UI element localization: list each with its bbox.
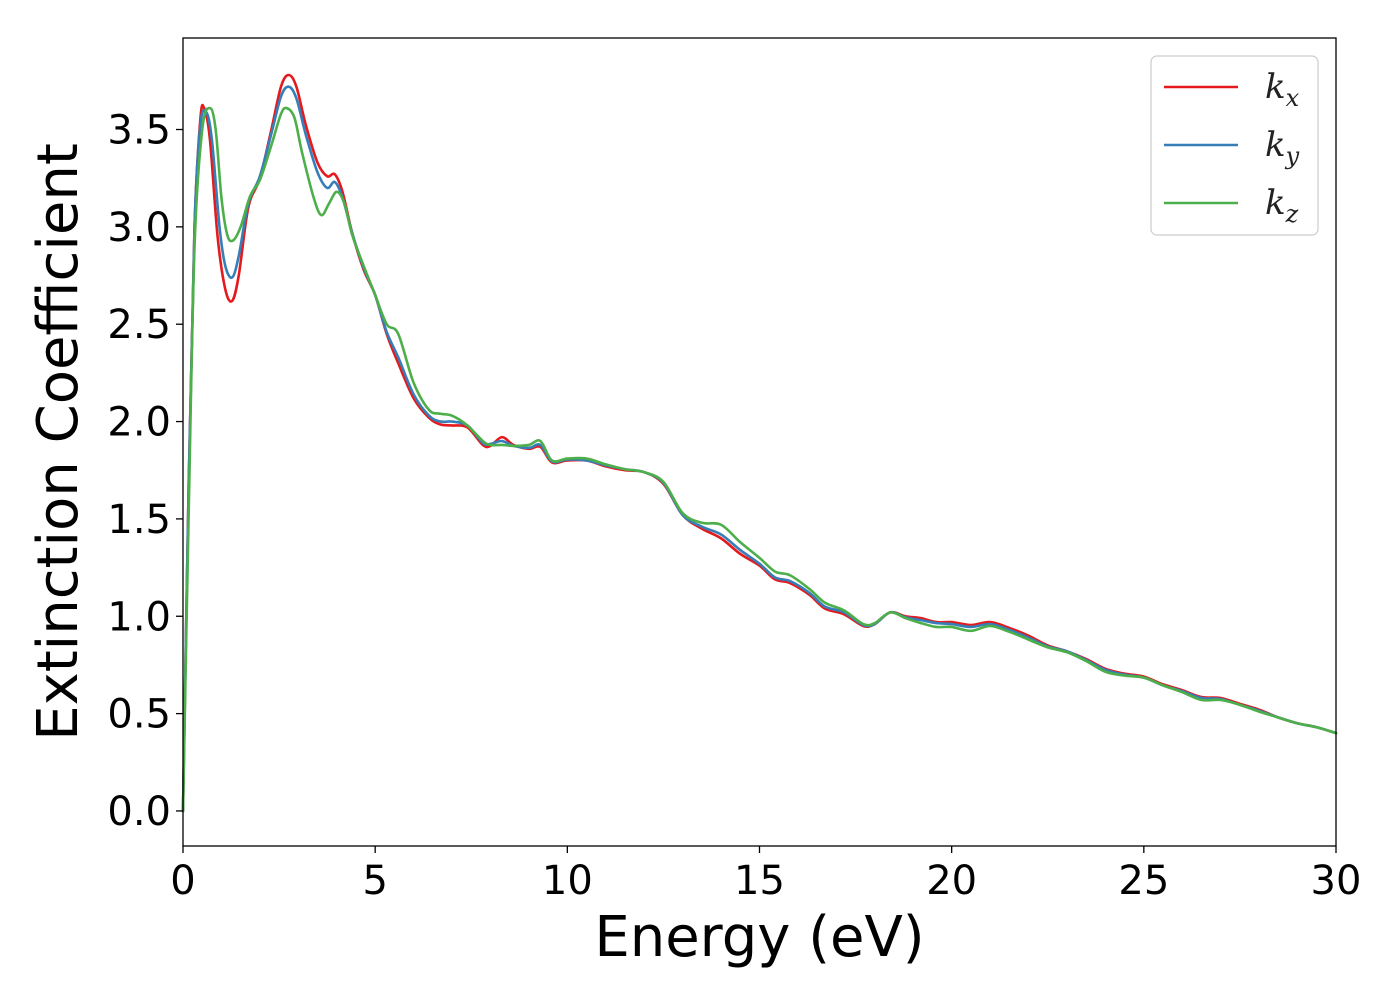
y-tick-label: 1.5: [107, 497, 171, 543]
x-tick-label: 20: [926, 858, 977, 904]
series-line-z: [181, 106, 1338, 813]
x-tick-label: 10: [542, 858, 593, 904]
y-tick-label: 3.0: [107, 205, 171, 251]
x-axis-title: Energy (eV): [594, 905, 924, 970]
y-tick-label: 2.5: [107, 302, 171, 348]
y-tick-label: 1.0: [107, 594, 171, 640]
x-axis-ticks: 0 5 10 15 20 25 30: [170, 846, 1361, 904]
y-tick-label: 0.0: [107, 789, 171, 835]
y-axis-ticks: 0.0 0.5 1.0 1.5 2.0 2.5 3.0 3.5: [107, 108, 183, 835]
legend-entries: kx ky kz: [1164, 67, 1300, 228]
x-tick-label: 0: [170, 858, 195, 904]
x-tick-label: 25: [1118, 858, 1169, 904]
x-tick-label: 5: [362, 858, 387, 904]
y-tick-label: 2.0: [107, 400, 171, 446]
y-axis-title: Extinction Coefficient: [26, 143, 91, 741]
legend-label-x: kx: [1265, 67, 1300, 112]
legend-label-y: ky: [1265, 125, 1300, 170]
legend: kx ky kz: [1150, 55, 1319, 236]
x-tick-label: 15: [734, 858, 785, 904]
legend-label-z: kz: [1265, 183, 1299, 228]
x-tick-label: 30: [1311, 858, 1362, 904]
y-tick-label: 0.5: [107, 692, 171, 738]
y-tick-label: 3.5: [107, 108, 171, 154]
series-layer: [181, 73, 1338, 813]
